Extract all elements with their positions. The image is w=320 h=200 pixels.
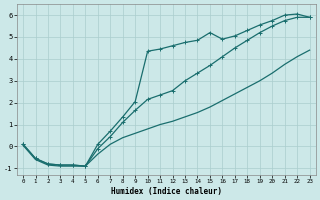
X-axis label: Humidex (Indice chaleur): Humidex (Indice chaleur) [111,187,222,196]
